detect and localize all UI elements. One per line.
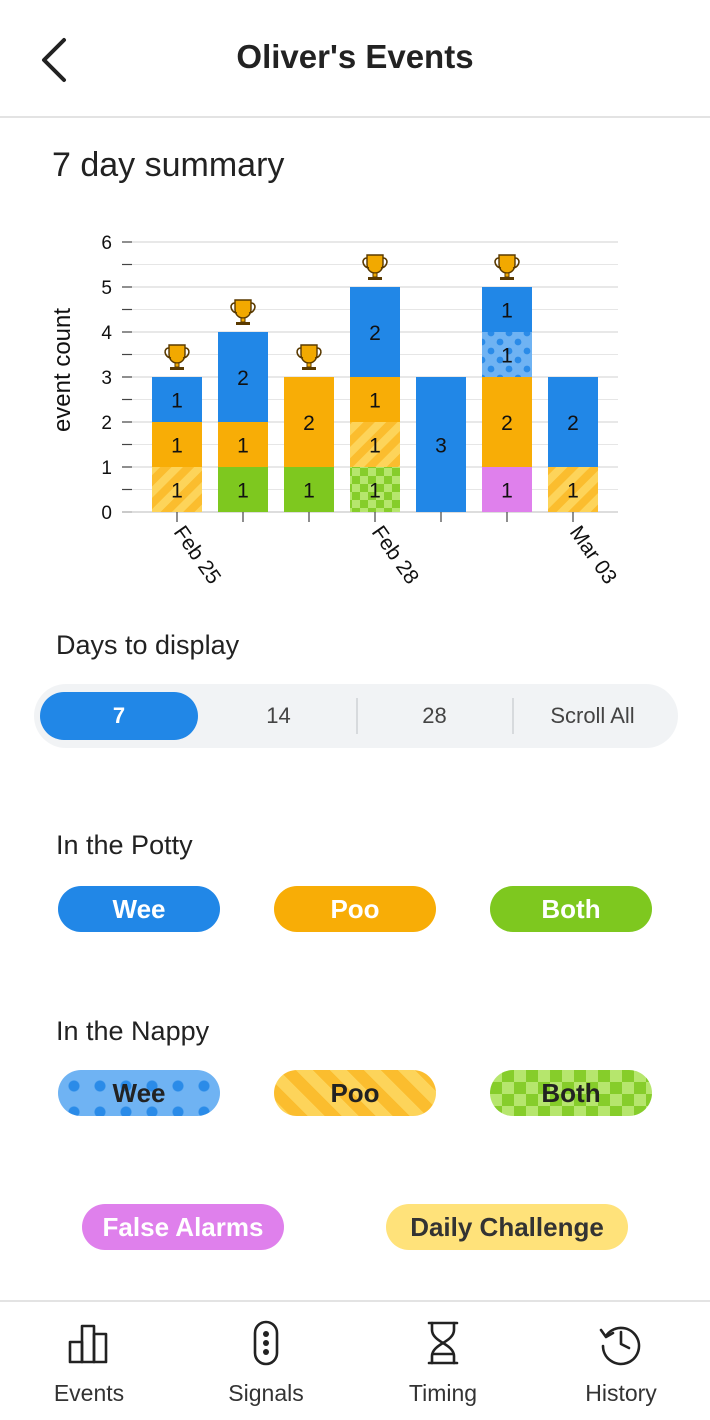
bar-segment [350, 422, 400, 467]
days-segmented-control: 7 14 28 Scroll All [34, 684, 678, 748]
tab-label: Signals [228, 1380, 304, 1406]
x-tick-label: Feb 28 [367, 522, 423, 589]
page-title: Oliver's Events [236, 38, 474, 75]
potty-wee-button[interactable]: Wee [58, 886, 220, 932]
days-option-scroll-all[interactable]: Scroll All [550, 703, 635, 728]
bar-value-label: 1 [171, 480, 183, 503]
tab-label: History [585, 1380, 657, 1406]
bar-segment [482, 287, 532, 332]
bar-value-label: 1 [567, 480, 579, 503]
potty-poo-button[interactable]: Poo [274, 886, 436, 932]
trophy-icon [494, 254, 520, 280]
potty-both-button[interactable]: Both [490, 886, 652, 932]
nappy-poo-button[interactable]: Poo [274, 1070, 436, 1116]
days-option-7[interactable]: 7 [40, 692, 198, 740]
bar-segment [482, 467, 532, 512]
bar-segment [284, 377, 334, 467]
events-bar-chart: 0 1 2 3 4 5 6 1 1 1 1 1 2 1 2 1 1 1 2 3 1 2 1 1 1 2 Feb 25 Feb 28 Ma… [49, 233, 621, 589]
y-tick-label: 6 [101, 233, 112, 254]
bar-value-label: 1 [237, 480, 249, 503]
bar-value-label: 1 [501, 480, 513, 503]
segment-divider [356, 698, 358, 734]
bar-segment [152, 422, 202, 467]
nappy-wee-button[interactable]: Wee [58, 1070, 220, 1116]
bar-value-label: 1 [501, 300, 513, 323]
false-alarms-button[interactable]: False Alarms [82, 1204, 284, 1250]
trophy-icon [230, 299, 256, 325]
trophy-icon [296, 344, 322, 370]
segment-divider [512, 698, 514, 734]
bar-value-label: 2 [303, 412, 315, 435]
bar-segment [548, 377, 598, 467]
tab-events[interactable]: Events [14, 1320, 164, 1412]
header-bar: Oliver's Events [0, 0, 710, 118]
bar-segment [218, 332, 268, 422]
y-tick-label: 3 [101, 368, 112, 389]
bar-value-label: 2 [567, 412, 579, 435]
bar-value-label: 1 [237, 435, 249, 458]
bar-segment [218, 422, 268, 467]
tab-label: Events [53, 1380, 125, 1406]
bar-segment [350, 377, 400, 422]
bar-segment [218, 467, 268, 512]
y-tick-label: 5 [101, 278, 112, 299]
bar-value-label: 1 [171, 435, 183, 458]
trophy-icon [164, 344, 190, 370]
bar-segment [482, 377, 532, 467]
bar-segment [548, 467, 598, 512]
bar-segment [482, 332, 532, 377]
y-tick-label: 1 [101, 458, 112, 479]
tab-signals[interactable]: Signals [191, 1320, 341, 1412]
bar-value-label: 1 [501, 345, 513, 368]
bar-segment [152, 377, 202, 422]
bar-value-label: 1 [369, 390, 381, 413]
trophy-icon [362, 254, 388, 280]
nappy-label: In the Nappy [56, 1016, 210, 1046]
bar-value-label: 1 [303, 480, 315, 503]
tab-label: Timing [408, 1380, 478, 1406]
bar-value-label: 2 [237, 367, 249, 390]
hourglass-icon [427, 1321, 459, 1365]
daily-challenge-button[interactable]: Daily Challenge [386, 1204, 628, 1250]
y-axis-label: event count [49, 308, 76, 432]
potty-label: In the Potty [56, 830, 193, 860]
tab-timing[interactable]: Timing [368, 1320, 518, 1412]
bar-value-label: 1 [369, 480, 381, 503]
chevron-left-icon [42, 38, 66, 82]
days-option-14[interactable]: 14 [266, 703, 291, 728]
tab-history[interactable]: History [546, 1320, 696, 1412]
days-to-display-label: Days to display [56, 630, 240, 660]
bar-segment [350, 287, 400, 377]
days-option-28[interactable]: 28 [422, 703, 447, 728]
bar-segment [350, 467, 400, 512]
y-tick-label: 0 [101, 503, 112, 524]
signal-icon [253, 1320, 279, 1366]
bar-segment [284, 467, 334, 512]
x-tick-label: Mar 03 [565, 522, 621, 589]
nappy-both-button[interactable]: Both [490, 1070, 652, 1116]
bar-segment [152, 467, 202, 512]
bar-value-label: 1 [369, 435, 381, 458]
bottom-tab-bar: Events Signals Timing [0, 1300, 710, 1420]
bar-value-label: 3 [435, 435, 447, 458]
bar-value-label: 1 [171, 390, 183, 413]
bar-value-label: 2 [501, 412, 513, 435]
bar-chart-icon [68, 1324, 108, 1364]
summary-title: 7 day summary [52, 146, 285, 184]
back-button[interactable] [28, 32, 80, 88]
y-tick-label: 2 [101, 413, 112, 434]
bar-value-label: 2 [369, 322, 381, 345]
y-tick-label: 4 [101, 323, 112, 344]
history-icon [599, 1326, 641, 1366]
bar-segment [416, 377, 466, 512]
x-tick-label: Feb 25 [169, 522, 225, 589]
